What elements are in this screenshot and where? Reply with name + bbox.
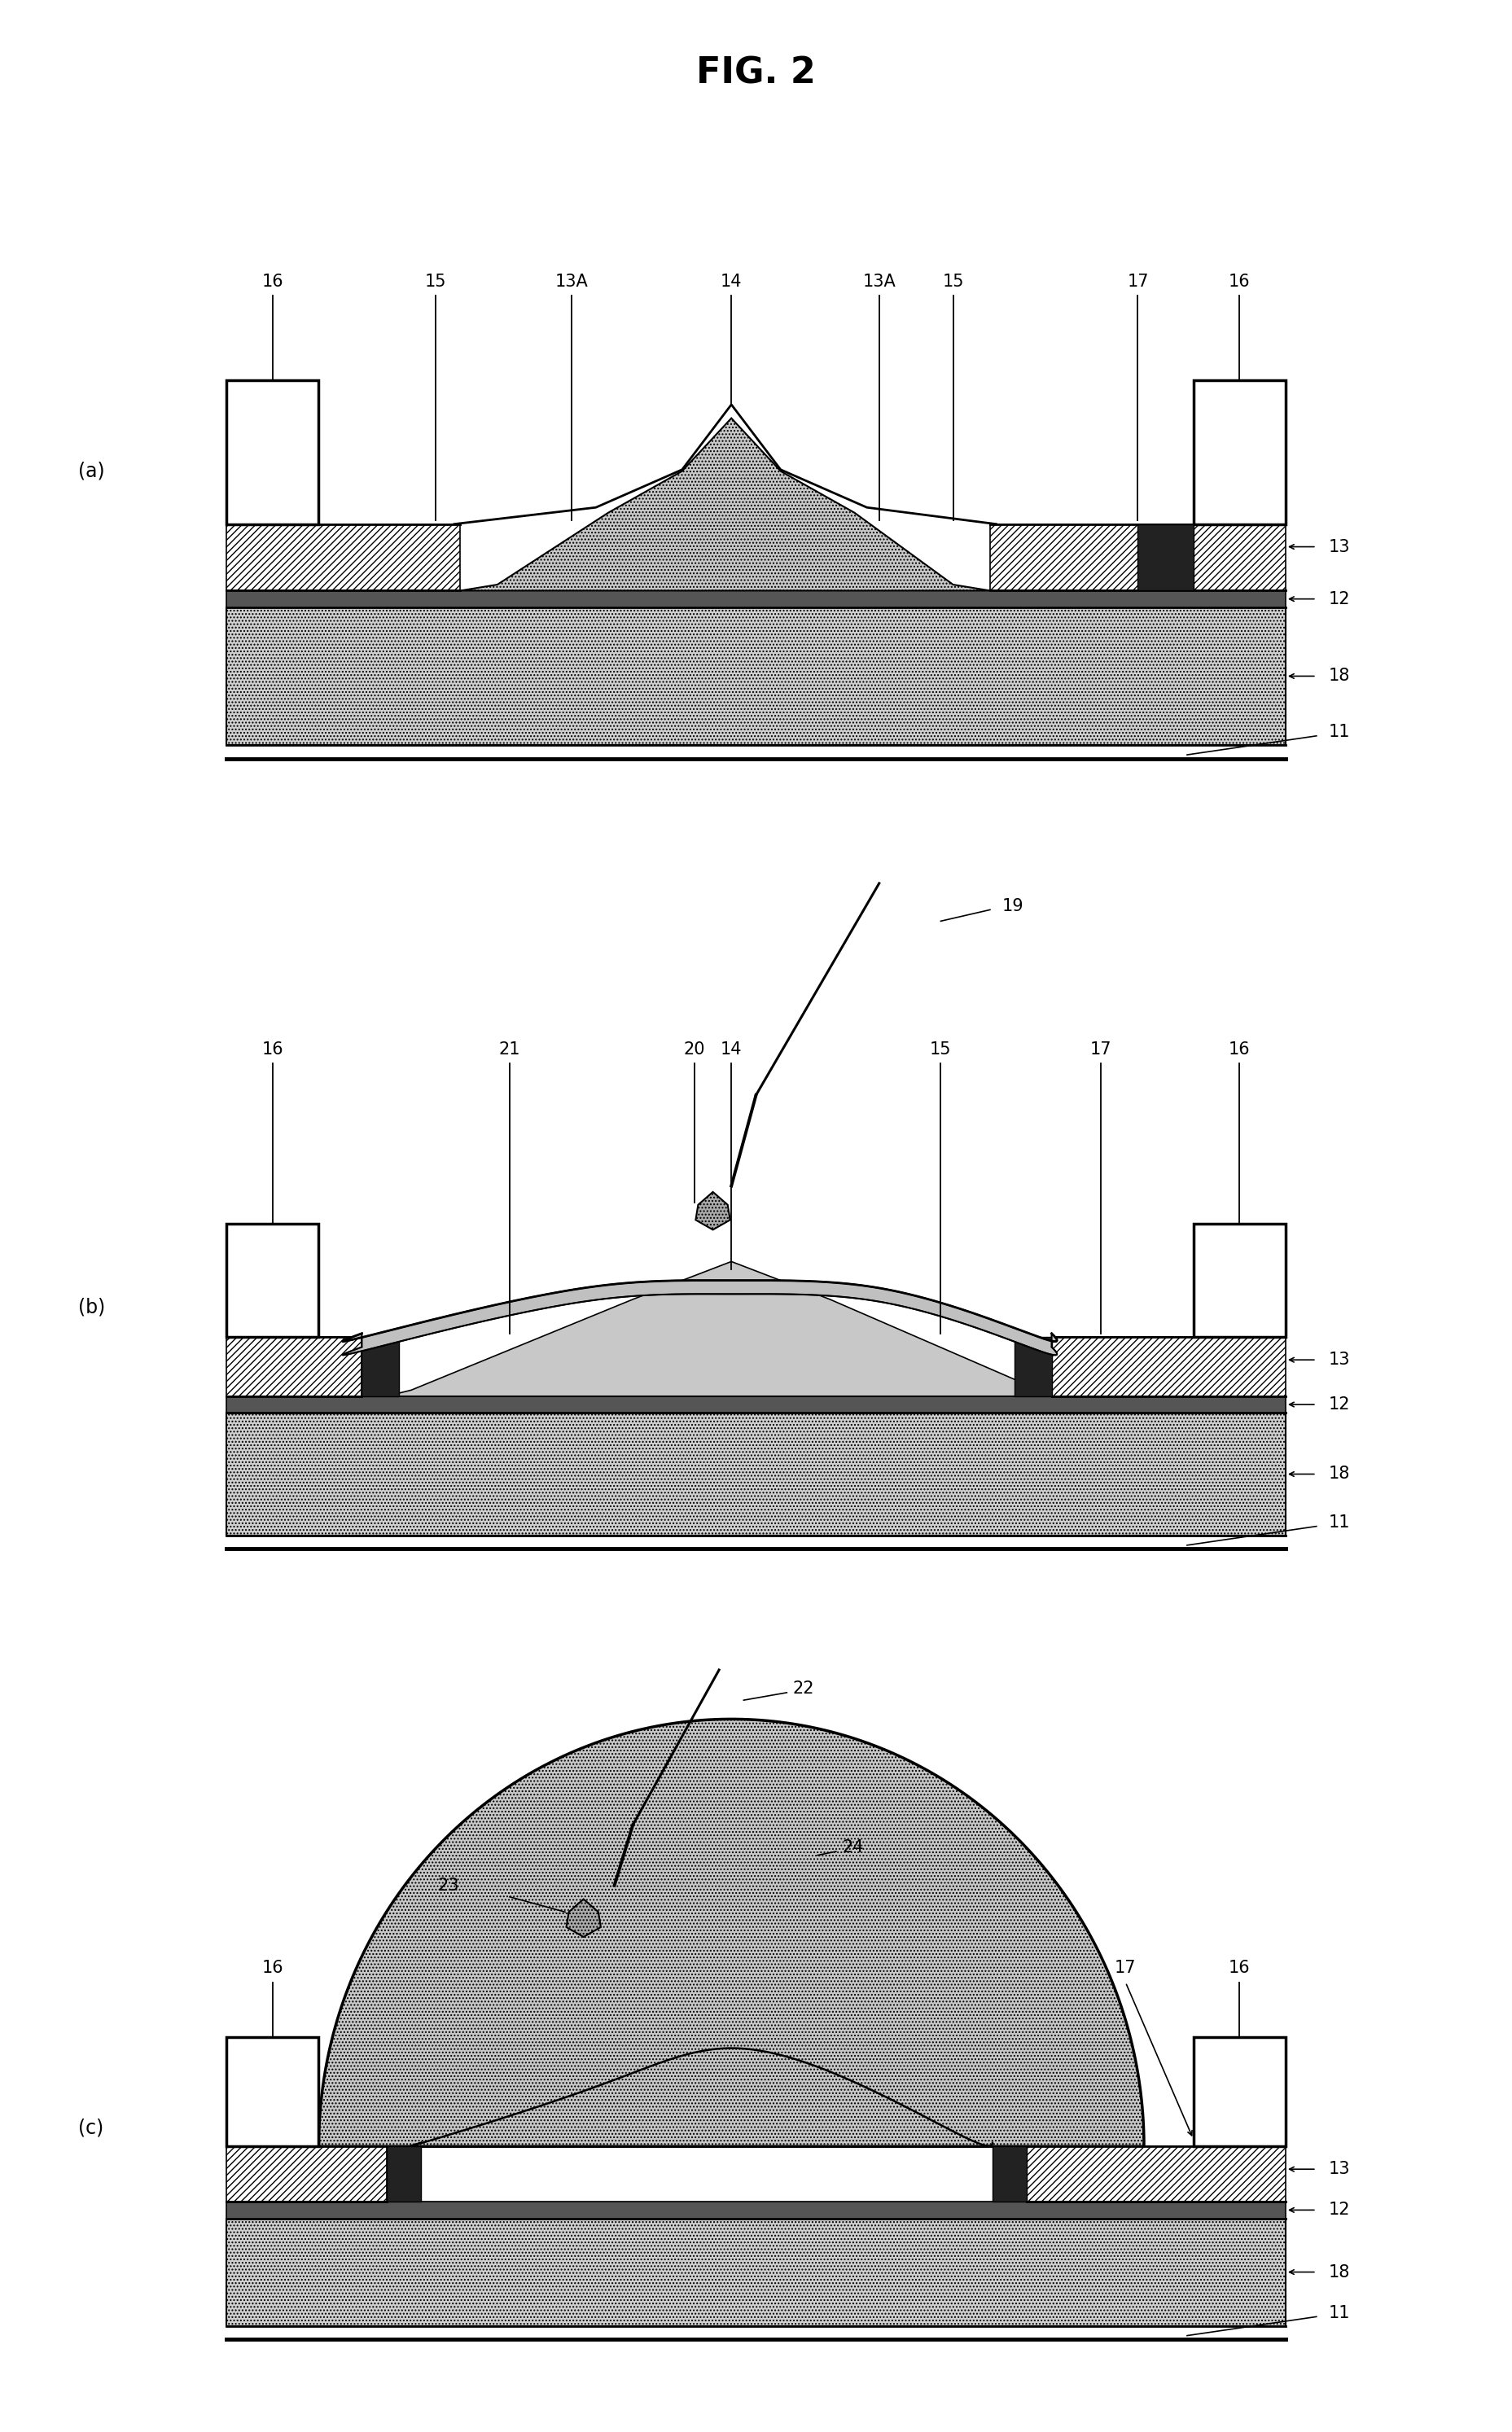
Bar (227, 2147, 387, 2201)
Bar (227, 1413, 1285, 1535)
Text: 24: 24 (842, 1839, 863, 1856)
Text: 22: 22 (792, 1681, 815, 1698)
Bar (1193, 1223, 1285, 1338)
Text: 13A: 13A (555, 272, 588, 289)
Text: 16: 16 (1228, 272, 1250, 289)
Bar (227, 523, 460, 591)
Text: 17: 17 (1114, 1960, 1137, 1977)
Bar (1052, 1338, 1285, 1396)
Text: 12: 12 (1329, 591, 1350, 608)
Bar (227, 1338, 361, 1396)
Bar (1015, 1338, 1052, 1396)
Polygon shape (319, 1719, 1145, 2147)
Text: 16: 16 (1228, 1960, 1250, 1977)
Bar (992, 2147, 1027, 2201)
Bar (227, 2038, 319, 2147)
Text: (a): (a) (79, 462, 106, 482)
Bar (1139, 523, 1193, 591)
Text: 11: 11 (1329, 1515, 1350, 1530)
Text: 23: 23 (437, 1878, 458, 1895)
Text: 18: 18 (1329, 2264, 1350, 2281)
Text: 15: 15 (942, 272, 963, 289)
Polygon shape (343, 1279, 1057, 1355)
Text: 18: 18 (1329, 669, 1350, 683)
Text: 12: 12 (1329, 2201, 1350, 2218)
Bar (361, 1338, 399, 1396)
Text: (b): (b) (79, 1296, 106, 1316)
Text: 17: 17 (1126, 272, 1149, 289)
Polygon shape (387, 1262, 1064, 1396)
Text: 13: 13 (1329, 537, 1350, 554)
Text: 18: 18 (1329, 1466, 1350, 1481)
Bar (227, 1223, 319, 1338)
Text: 15: 15 (425, 272, 446, 289)
Text: 14: 14 (721, 1041, 742, 1058)
Text: (c): (c) (79, 2118, 104, 2138)
Bar (1193, 379, 1285, 523)
Bar (227, 608, 1285, 744)
Text: FIG. 2: FIG. 2 (696, 56, 816, 90)
Text: 21: 21 (499, 1041, 520, 1058)
Text: 11: 11 (1329, 2306, 1350, 2320)
Text: 16: 16 (262, 1960, 284, 1977)
Text: 15: 15 (930, 1041, 951, 1058)
Bar (387, 2147, 420, 2201)
Bar (1193, 2038, 1285, 2147)
Bar (227, 591, 1285, 608)
Text: 17: 17 (1090, 1041, 1111, 1058)
Bar (1027, 2147, 1285, 2201)
Text: 14: 14 (721, 272, 742, 289)
Text: 16: 16 (262, 1041, 284, 1058)
Bar (227, 2201, 1285, 2218)
Bar (227, 379, 319, 523)
Bar (990, 523, 1285, 591)
Text: 16: 16 (1228, 1041, 1250, 1058)
Text: 13: 13 (1329, 1352, 1350, 1369)
Text: 20: 20 (683, 1041, 705, 1058)
Polygon shape (696, 1192, 730, 1231)
Text: 13A: 13A (862, 272, 895, 289)
Text: 16: 16 (262, 272, 284, 289)
Polygon shape (567, 1899, 600, 1936)
Bar (227, 1396, 1285, 1413)
Bar (227, 2218, 1285, 2325)
Polygon shape (460, 418, 990, 591)
Text: 19: 19 (1002, 897, 1024, 914)
Text: 12: 12 (1329, 1396, 1350, 1413)
Text: 11: 11 (1329, 725, 1350, 739)
Text: 13: 13 (1329, 2162, 1350, 2177)
